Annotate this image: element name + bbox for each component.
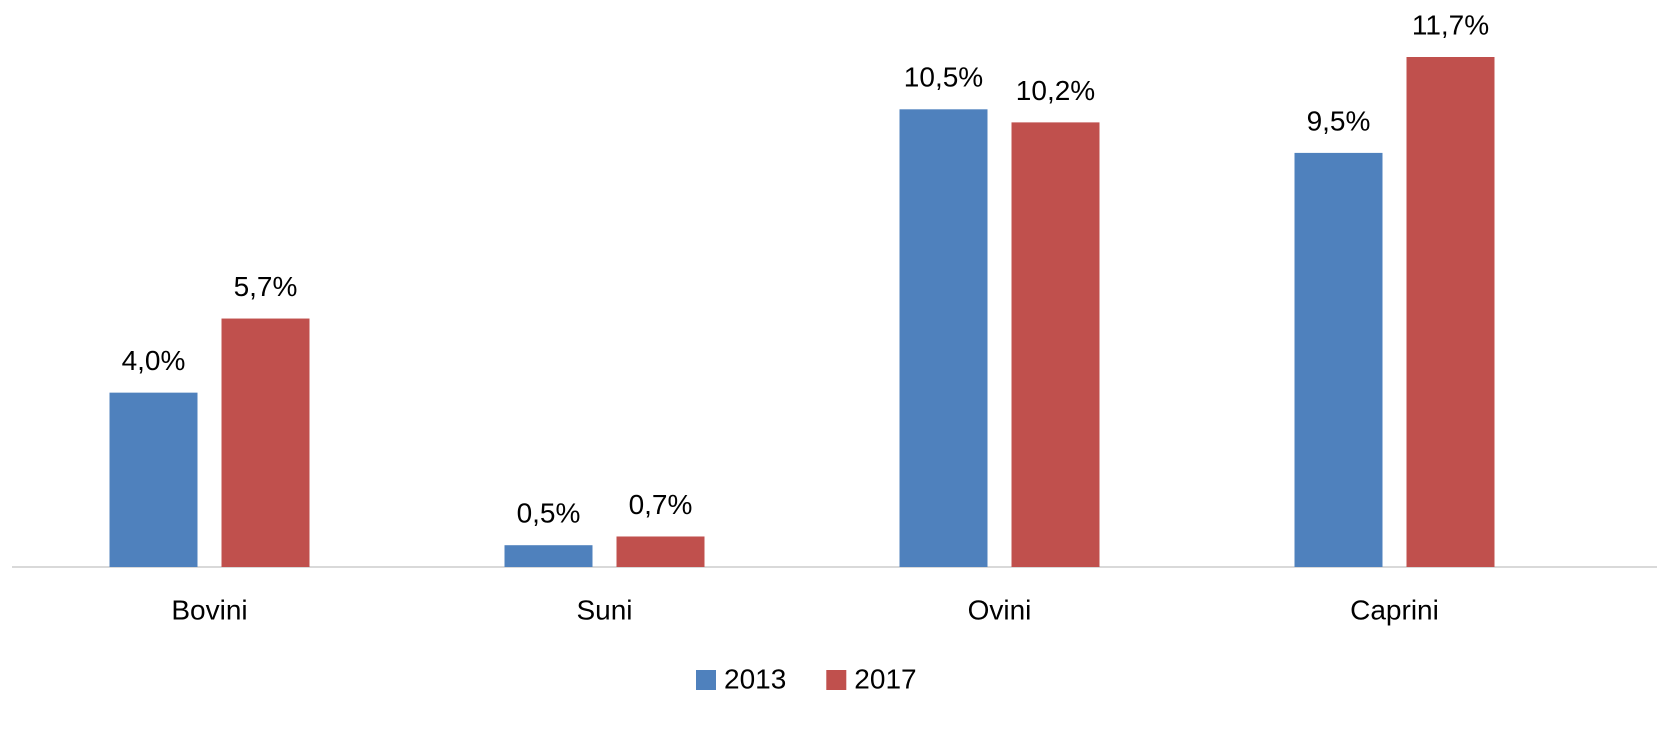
bar (1294, 152, 1383, 567)
data-label: 0,5% (517, 498, 581, 529)
bar (616, 536, 705, 567)
data-label: 10,5% (904, 62, 983, 93)
data-label: 9,5% (1307, 105, 1371, 136)
bar (221, 318, 310, 567)
x-tick-label: Caprini (1350, 594, 1439, 625)
legend-swatch (826, 670, 847, 690)
data-label: 5,7% (234, 271, 298, 302)
x-tick-label: Ovini (968, 594, 1032, 625)
x-tick-label: Bovini (171, 594, 247, 625)
legend-swatch (696, 670, 716, 690)
data-label: 11,7% (1412, 9, 1489, 40)
bar (1011, 122, 1100, 567)
data-label: 4,0% (122, 345, 186, 376)
bar (899, 109, 988, 568)
legend-label: 2013 (724, 663, 786, 694)
data-label: 0,7% (629, 489, 693, 520)
bar (109, 392, 198, 567)
bar (1406, 57, 1495, 567)
legend-label: 2017 (854, 663, 916, 694)
bar (504, 545, 593, 567)
x-tick-label: Suni (576, 594, 632, 625)
data-label: 10,2% (1016, 75, 1095, 106)
